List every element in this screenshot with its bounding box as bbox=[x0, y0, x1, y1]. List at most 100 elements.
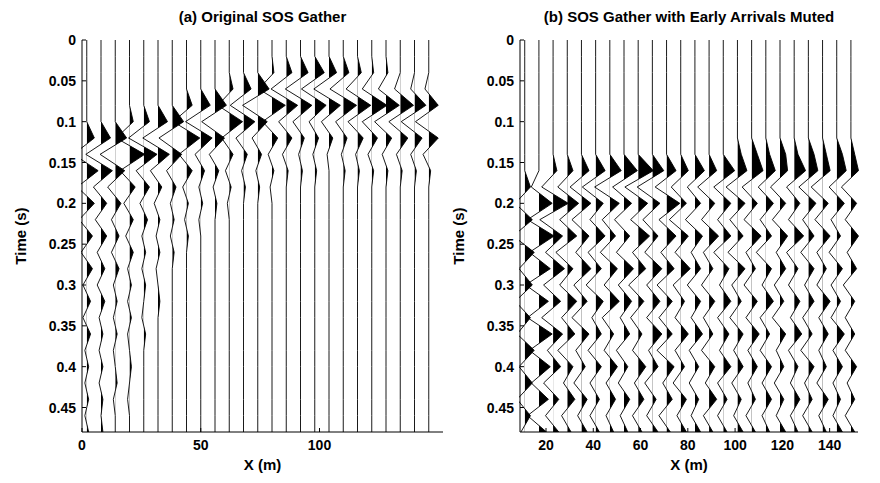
trace bbox=[159, 40, 184, 432]
x-axis-title: X (m) bbox=[670, 456, 708, 473]
x-tick-label: 0 bbox=[78, 437, 86, 453]
trace-fill bbox=[667, 40, 680, 432]
trace bbox=[81, 40, 98, 432]
trace bbox=[173, 40, 200, 432]
trace bbox=[259, 40, 286, 432]
trace-fill bbox=[187, 40, 200, 432]
trace-fill bbox=[144, 40, 157, 432]
trace-fill bbox=[101, 40, 112, 432]
y-tick-label: 0.25 bbox=[487, 236, 514, 252]
trace-fill bbox=[737, 40, 746, 432]
y-tick bbox=[82, 285, 86, 286]
trace bbox=[129, 40, 158, 432]
trace-fill bbox=[415, 40, 426, 432]
x-tick-label: 60 bbox=[633, 437, 649, 453]
trace bbox=[669, 40, 690, 432]
y-tick bbox=[82, 366, 86, 367]
y-tick-label: 0.2 bbox=[495, 195, 515, 211]
trace bbox=[582, 40, 605, 432]
y-tick-label: 0.15 bbox=[487, 155, 514, 171]
x-tick-label: 50 bbox=[193, 437, 209, 453]
trace bbox=[314, 40, 341, 432]
trace bbox=[202, 40, 227, 432]
trace-fill bbox=[539, 40, 554, 432]
page: {"chart_data": [ {"type": "wiggle", "tit… bbox=[0, 0, 880, 483]
trace-fill bbox=[358, 40, 371, 432]
trace-fill bbox=[386, 40, 399, 432]
trace-fill bbox=[158, 40, 169, 432]
trace-fill bbox=[372, 40, 387, 432]
trace bbox=[726, 40, 747, 432]
y-tick-label: 0.2 bbox=[57, 195, 77, 211]
trace bbox=[375, 40, 400, 432]
trace-fill bbox=[201, 40, 212, 432]
x-tick bbox=[82, 428, 83, 432]
y-tick-label: 0.05 bbox=[49, 73, 76, 89]
trace bbox=[186, 40, 213, 432]
y-tick-label: 0.35 bbox=[49, 318, 76, 334]
trace-fill bbox=[823, 40, 831, 432]
trace bbox=[143, 40, 170, 432]
y-tick bbox=[520, 407, 524, 408]
x-tick-label: 100 bbox=[723, 437, 747, 453]
y-tick-label: 0 bbox=[68, 32, 76, 48]
trace-fill bbox=[695, 40, 705, 432]
x-tick bbox=[782, 428, 783, 432]
y-axis-line bbox=[82, 40, 83, 432]
trace bbox=[685, 40, 704, 432]
panel-title: (a) Original SOS Gather bbox=[179, 8, 347, 25]
trace-fill bbox=[429, 40, 439, 432]
trace-fill bbox=[581, 40, 590, 432]
trace-fill bbox=[400, 40, 413, 432]
x-tick-label: 140 bbox=[818, 437, 842, 453]
trace bbox=[540, 40, 569, 432]
x-axis-line bbox=[82, 432, 443, 433]
trace-fill bbox=[780, 40, 788, 432]
trace bbox=[595, 40, 622, 432]
trace bbox=[655, 40, 680, 432]
trace-fill bbox=[752, 40, 763, 432]
trace bbox=[389, 40, 414, 432]
y-tick bbox=[82, 203, 86, 204]
y-tick bbox=[82, 325, 86, 326]
y-tick-label: 0.45 bbox=[49, 400, 76, 416]
trace bbox=[799, 40, 818, 432]
x-tick bbox=[319, 428, 320, 432]
trace-fill bbox=[315, 40, 326, 432]
trace-fill bbox=[638, 40, 653, 432]
y-tick-label: 0.4 bbox=[57, 359, 77, 375]
x-axis-line bbox=[520, 432, 858, 433]
y-tick-label: 0.4 bbox=[495, 359, 515, 375]
y-tick-label: 0.25 bbox=[49, 236, 76, 252]
y-tick bbox=[520, 203, 524, 204]
trace bbox=[271, 40, 298, 432]
trace-fill bbox=[286, 40, 297, 432]
trace-fill bbox=[87, 40, 98, 432]
y-tick bbox=[82, 40, 86, 41]
trace bbox=[771, 40, 788, 432]
trace bbox=[86, 40, 113, 432]
trace-fill bbox=[851, 40, 859, 432]
trace bbox=[841, 40, 858, 432]
y-tick bbox=[520, 366, 524, 367]
y-tick bbox=[520, 40, 524, 41]
trace bbox=[100, 40, 127, 432]
trace-fill bbox=[215, 40, 226, 432]
panel: 00.050.10.150.20.250.30.350.40.452040608… bbox=[450, 8, 859, 473]
x-axis-title: X (m) bbox=[244, 456, 282, 473]
x-tick-label: 20 bbox=[538, 437, 554, 453]
trace bbox=[116, 40, 145, 432]
y-tick bbox=[82, 80, 86, 81]
trace-fill bbox=[301, 40, 312, 432]
y-tick-label: 0.3 bbox=[495, 277, 515, 293]
trace bbox=[714, 40, 735, 432]
trace-fill bbox=[794, 40, 805, 432]
y-tick bbox=[82, 121, 86, 122]
y-axis-title: Time (s) bbox=[12, 207, 29, 264]
y-tick-label: 0.1 bbox=[495, 114, 515, 130]
y-tick bbox=[520, 285, 524, 286]
trace-fill bbox=[709, 40, 718, 432]
trace bbox=[243, 40, 270, 432]
x-tick bbox=[735, 428, 736, 432]
trace bbox=[230, 40, 255, 432]
